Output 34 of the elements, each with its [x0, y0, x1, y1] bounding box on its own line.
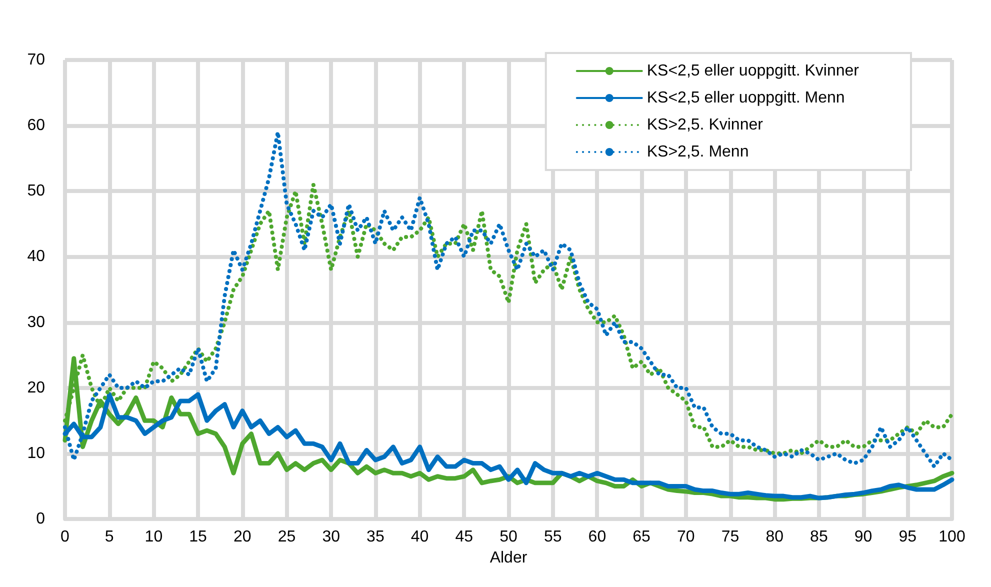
- x-tick-label: 65: [632, 528, 651, 546]
- x-tick-label: 20: [234, 528, 252, 546]
- x-tick-label: 55: [544, 528, 562, 546]
- x-tick-label: 0: [60, 528, 70, 546]
- x-tick-label: 35: [366, 528, 384, 546]
- x-tick-label: 100: [938, 528, 966, 546]
- x-tick-label: 5: [104, 528, 114, 546]
- x-tick-label: 50: [500, 528, 518, 546]
- x-tick-label: 90: [854, 528, 872, 546]
- legend-label: KS<2,5 eller uoppgitt. Kvinner: [646, 62, 860, 80]
- legend-label: KS>2,5. Menn: [646, 144, 749, 160]
- x-tick-label: 15: [189, 528, 208, 546]
- x-tick-label: 45: [455, 528, 474, 546]
- x-axis-title: Alder: [490, 549, 528, 566]
- x-tick-label: 75: [721, 528, 740, 546]
- x-tick-label: 60: [588, 528, 606, 546]
- legend-label: KS>2,5. Kvinner: [646, 116, 764, 134]
- y-tick-label: 60: [27, 117, 46, 134]
- x-tick-label: 25: [278, 528, 296, 546]
- x-tick-label: 10: [144, 528, 163, 546]
- y-tick-label: 20: [27, 379, 46, 396]
- x-tick-label: 40: [410, 528, 429, 546]
- x-tick-label: 30: [322, 528, 340, 546]
- y-tick-label: 30: [27, 314, 46, 331]
- y-tick-label: 50: [27, 182, 46, 200]
- y-tick-label: 0: [36, 510, 46, 528]
- y-tick-label: 70: [27, 52, 46, 68]
- x-tick-label: 80: [766, 528, 784, 546]
- legend-label: KS<2,5 eller uoppgitt. Menn: [646, 90, 845, 106]
- x-tick-label: 95: [898, 528, 917, 546]
- y-tick-label: 40: [27, 248, 46, 266]
- y-tick-label: 10: [27, 444, 46, 462]
- x-tick-label: 70: [677, 528, 695, 546]
- x-tick-label: 85: [810, 528, 828, 546]
